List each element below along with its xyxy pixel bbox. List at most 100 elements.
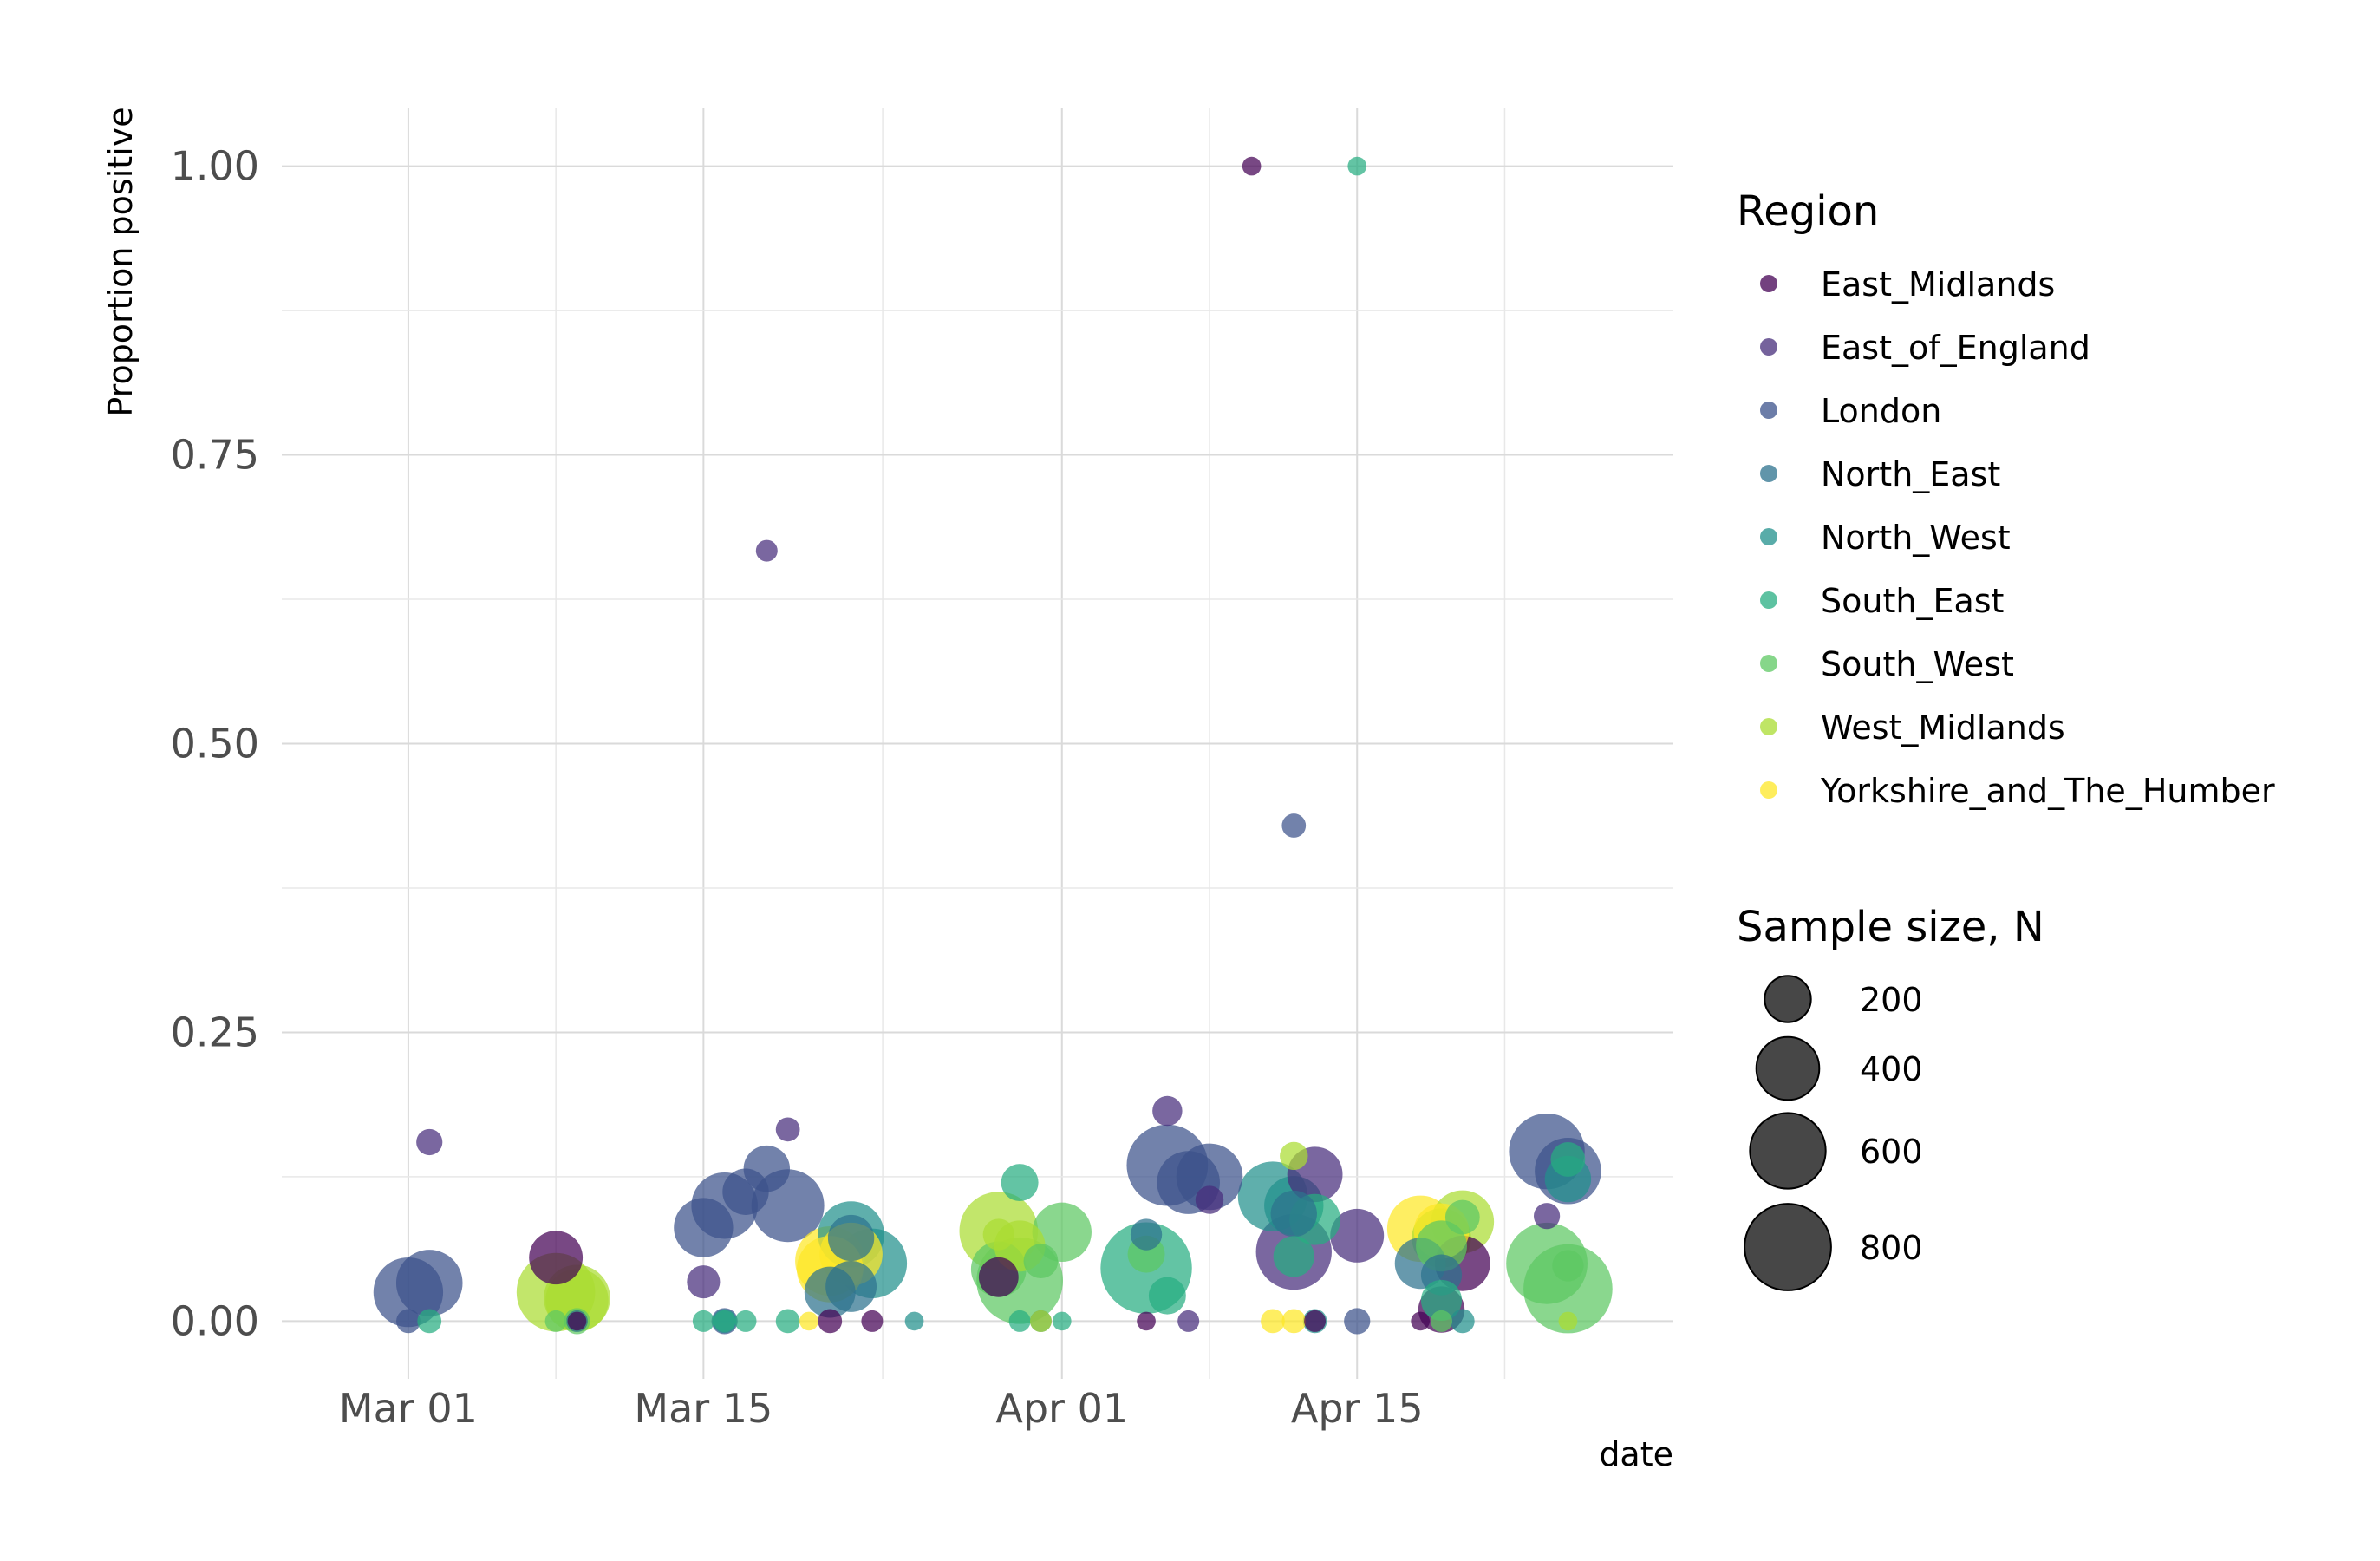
legend-label: London — [1821, 392, 1941, 430]
data-point-london — [743, 1145, 791, 1192]
data-points — [373, 156, 1613, 1335]
data-point-south-east — [1052, 1311, 1072, 1331]
data-point-east-of-england — [1533, 1203, 1561, 1230]
data-point-yorkshire-and-the-humber — [799, 1311, 818, 1331]
x-tick-label: Apr 01 — [995, 1385, 1128, 1432]
data-point-south-west — [1552, 1250, 1584, 1282]
data-point-north-west — [1450, 1309, 1475, 1334]
size-legend-label: 400 — [1860, 1050, 1923, 1088]
data-point-south-east — [1148, 1277, 1186, 1315]
data-point-london — [1281, 813, 1307, 838]
legend-key-north-west — [1760, 528, 1777, 545]
legend-label: South_East — [1821, 582, 2004, 620]
data-point-south-west — [1416, 1220, 1467, 1272]
legend-label: North_East — [1821, 455, 2000, 493]
data-point-london — [395, 1250, 463, 1316]
x-tick-label: Apr 15 — [1291, 1385, 1424, 1432]
data-point-east-midlands — [1304, 1310, 1327, 1332]
data-point-east-midlands — [818, 1309, 843, 1334]
data-point-east-of-england — [775, 1117, 800, 1142]
data-point-west-midlands — [982, 1218, 1014, 1251]
size-legend-key — [1744, 1203, 1832, 1291]
data-point-north-east — [825, 1261, 877, 1312]
legend-key-east-of-england — [1760, 338, 1777, 356]
data-point-london — [1344, 1308, 1371, 1335]
sample-size-legend: 200 400 600 800 — [1744, 975, 1923, 1291]
legend-label: West_Midlands — [1821, 709, 2065, 747]
data-point-south-east — [734, 1310, 757, 1332]
size-legend-key — [1755, 1035, 1821, 1101]
data-point-north-east — [1130, 1218, 1163, 1251]
size-legend-label: 200 — [1860, 981, 1923, 1019]
data-point-south-east — [1420, 1279, 1463, 1322]
region-legend: East_Midlands East_of_England London North_… — [1760, 265, 2275, 810]
data-point-london — [396, 1309, 421, 1334]
data-point-east-of-england — [755, 539, 778, 562]
grid-lines — [282, 108, 1673, 1379]
x-tick-label: Mar 15 — [634, 1385, 773, 1432]
data-point-north-east — [827, 1214, 875, 1262]
size-legend-label: 600 — [1860, 1133, 1923, 1171]
y-tick-label: 0.00 — [171, 1297, 259, 1344]
data-point-east-of-england — [1152, 1095, 1183, 1127]
legend-key-west-midlands — [1760, 718, 1777, 735]
data-point-south-east — [1273, 1236, 1314, 1277]
legend-key-north-east — [1760, 465, 1777, 482]
data-point-east-midlands — [1411, 1311, 1431, 1331]
data-point-south-east — [775, 1309, 800, 1334]
data-point-yorkshire-and-the-humber — [1281, 1309, 1307, 1334]
data-point-north-west — [904, 1311, 924, 1331]
data-point-east-midlands — [978, 1257, 1019, 1297]
data-point-east-of-england — [687, 1265, 721, 1299]
legend-label: South_West — [1821, 645, 2014, 683]
data-point-east-of-england — [1195, 1185, 1224, 1214]
data-point-east-midlands — [529, 1231, 584, 1285]
y-tick-label: 0.25 — [171, 1009, 259, 1055]
data-point-south-east — [1550, 1142, 1586, 1177]
axis-ticks: 0.00 0.25 0.50 0.75 1.00 Mar 01 Mar 15 Apr 01 Ap… — [171, 143, 1424, 1432]
data-point-east-of-england — [1177, 1310, 1200, 1332]
legend-key-london — [1760, 402, 1777, 419]
data-point-london — [674, 1198, 734, 1257]
data-point-south-west — [1431, 1310, 1452, 1332]
legend-key-south-west — [1760, 655, 1777, 672]
legend-key-yorkshire-and-the-humber — [1760, 781, 1777, 799]
size-legend-key — [1764, 975, 1812, 1023]
sample-size-legend-title: Sample size, N — [1737, 903, 2044, 951]
size-legend-label: 800 — [1860, 1229, 1923, 1267]
data-point-east-midlands — [1137, 1311, 1156, 1331]
data-point-south-east — [1008, 1310, 1031, 1332]
legend-label: East_of_England — [1821, 329, 2090, 367]
data-point-north-east — [1270, 1190, 1317, 1238]
data-point-west-midlands — [1029, 1310, 1052, 1332]
data-point-east-midlands — [1242, 156, 1262, 176]
data-point-south-west — [1506, 1222, 1588, 1304]
legend-label: North_West — [1821, 519, 2011, 557]
data-point-east-of-england — [1330, 1208, 1385, 1263]
data-point-west-midlands — [1558, 1311, 1578, 1331]
data-point-south-east — [692, 1310, 714, 1332]
data-point-south-east — [714, 1310, 736, 1332]
y-tick-label: 1.00 — [171, 143, 259, 190]
data-point-south-west — [544, 1310, 567, 1332]
data-point-south-east — [1347, 156, 1367, 176]
region-legend-title: Region — [1737, 187, 1879, 236]
data-point-south-west — [1023, 1244, 1059, 1279]
y-axis-title: Proportion positive — [101, 107, 140, 416]
legend-key-east-midlands — [1760, 275, 1777, 292]
data-point-east-midlands — [567, 1311, 587, 1331]
data-point-south-east — [417, 1309, 442, 1334]
x-axis-title: date — [1599, 1435, 1673, 1473]
data-point-south-west — [1444, 1199, 1480, 1235]
legend-label: East_Midlands — [1821, 265, 2055, 304]
data-point-west-midlands — [1280, 1141, 1308, 1171]
y-tick-label: 0.50 — [171, 721, 259, 767]
legend-key-south-east — [1760, 591, 1777, 609]
data-point-east-of-england — [416, 1128, 443, 1156]
data-point-yorkshire-and-the-humber — [1261, 1309, 1285, 1334]
legend-label: Yorkshire_and_The_Humber — [1820, 772, 2275, 810]
data-point-south-east — [1001, 1164, 1039, 1202]
size-legend-key — [1749, 1112, 1827, 1190]
data-point-east-midlands — [861, 1310, 884, 1332]
